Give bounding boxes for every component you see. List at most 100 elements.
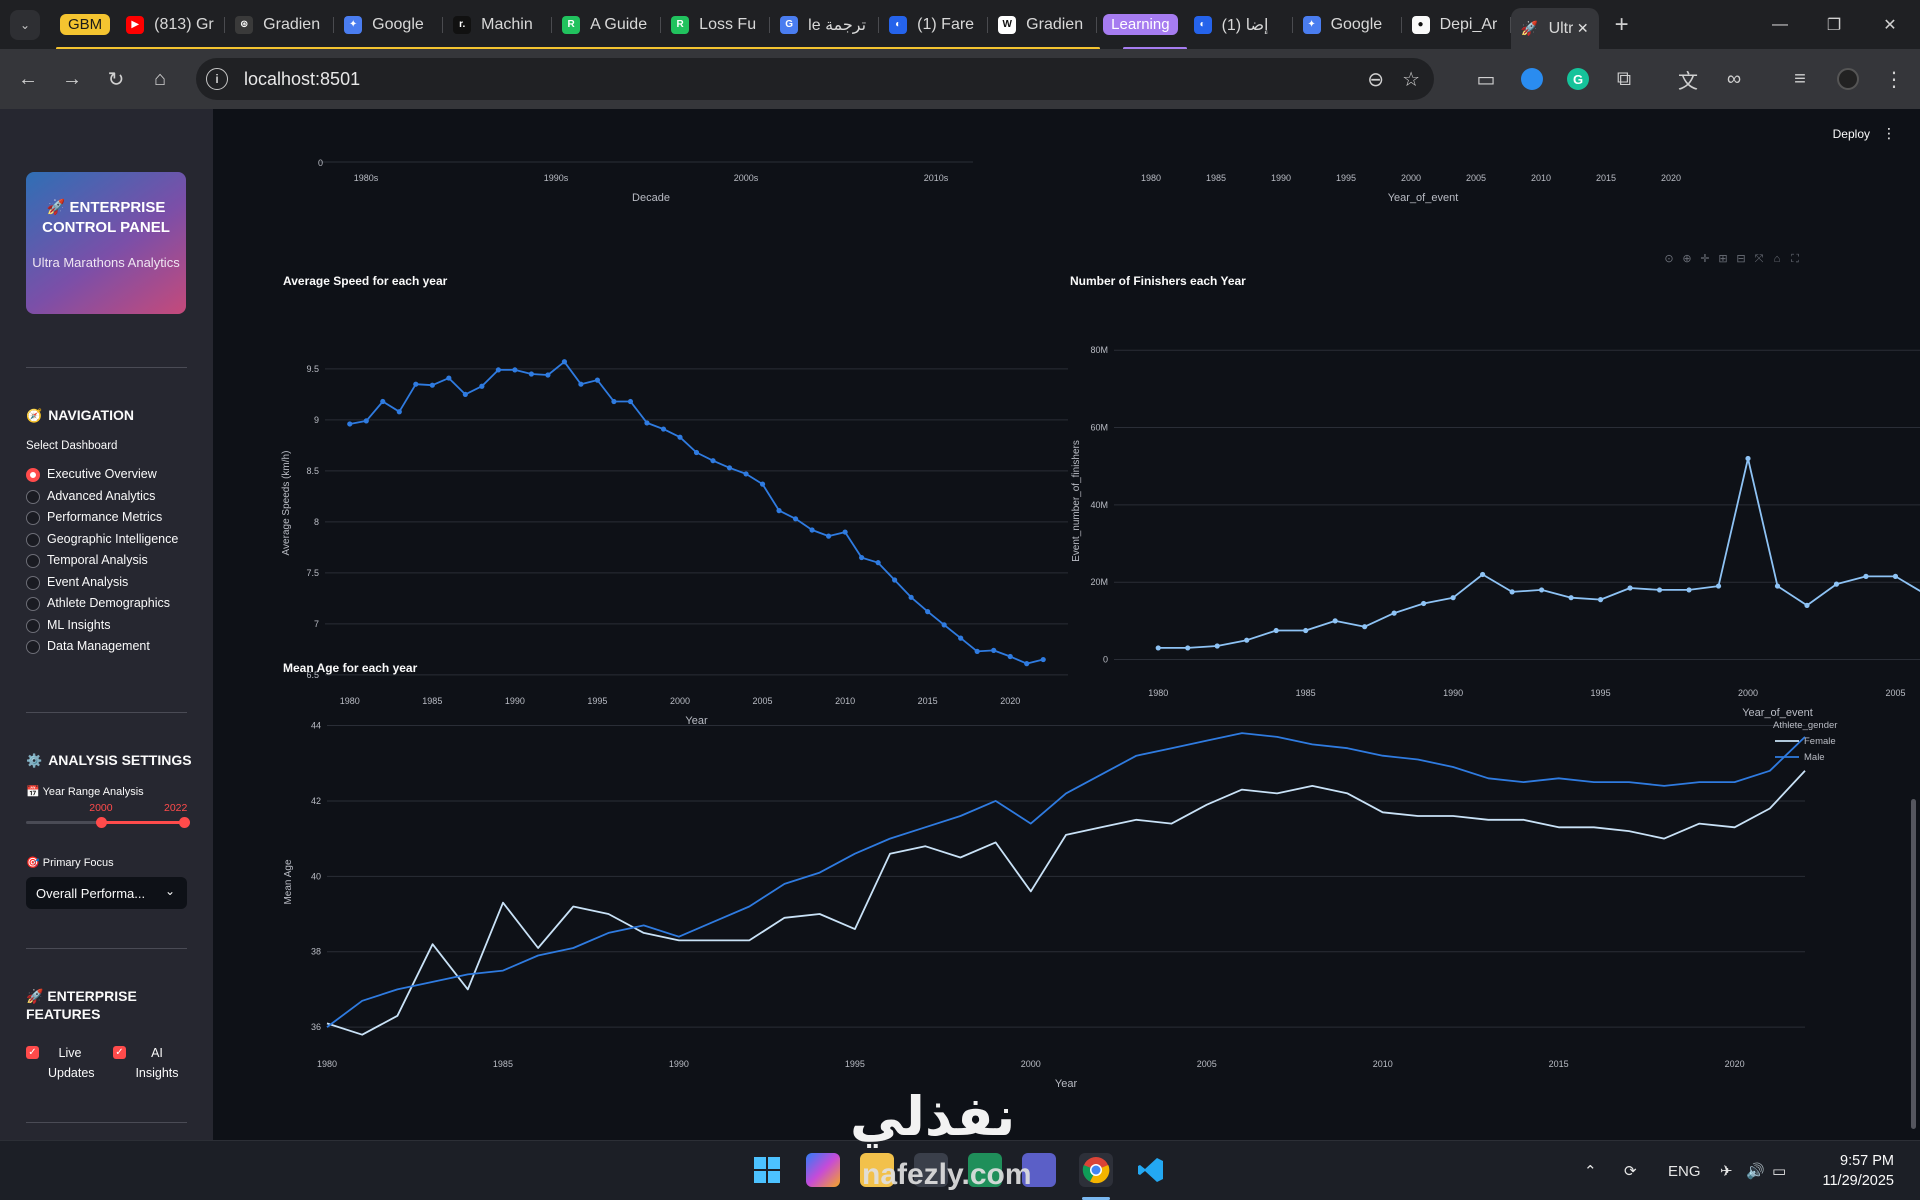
nav-radio-item[interactable]: Temporal Analysis <box>26 550 196 572</box>
copilot-icon[interactable] <box>806 1153 840 1187</box>
tray-chevron-icon[interactable]: ⌃ <box>1584 1163 1597 1180</box>
feature-checkbox-live-updates[interactable]: ✓ Live Updates <box>26 1043 95 1083</box>
url-text: localhost:8501 <box>244 68 361 89</box>
omnibox[interactable]: i localhost:8501 ⊖ ☆ <box>196 58 1434 100</box>
feature-label: AI Insights <box>135 1046 179 1080</box>
nav-radio-item[interactable]: Advanced Analytics <box>26 486 196 508</box>
favicon-icon: W <box>998 15 1017 34</box>
pip-extension-icon[interactable]: ▭ <box>1476 68 1496 91</box>
minimize-button[interactable]: — <box>1772 15 1788 33</box>
tab-group-chip[interactable]: Learning <box>1103 14 1178 35</box>
x-tick-label: 1980 <box>1141 173 1161 183</box>
tab-8[interactable]: ◐ (1) Fare <box>879 6 989 44</box>
modebar-icon: ⤧ <box>1755 253 1764 265</box>
app-icon[interactable] <box>968 1153 1002 1187</box>
store-icon[interactable] <box>914 1153 948 1187</box>
data-point <box>743 471 749 477</box>
extension-blue-icon[interactable] <box>1512 58 1552 100</box>
tab-4[interactable]: r. Machin <box>443 6 553 44</box>
radio-button-icon[interactable] <box>26 489 40 504</box>
battery-icon[interactable]: ▭ <box>1772 1163 1787 1180</box>
tab-6[interactable]: R Loss Fu <box>661 6 771 44</box>
year-range-high-thumb[interactable] <box>179 817 190 828</box>
media-control-icon[interactable]: ≡ <box>1794 67 1806 90</box>
teams-icon[interactable] <box>1022 1153 1056 1187</box>
bookmark-star-icon[interactable]: ☆ <box>1402 68 1420 91</box>
new-tab-button[interactable]: + <box>1614 10 1629 38</box>
radio-button-icon[interactable] <box>26 597 40 611</box>
tab-12[interactable]: ✦ Google <box>1293 6 1402 44</box>
data-point <box>693 449 700 456</box>
tab-11[interactable]: ◐ (1) إضا <box>1184 6 1293 44</box>
tab-9[interactable]: W Gradien <box>988 6 1098 44</box>
nav-radio-item[interactable]: Performance Metrics <box>26 507 196 529</box>
radio-button-icon[interactable] <box>26 532 40 547</box>
file-explorer-icon[interactable] <box>860 1153 894 1187</box>
link-icon[interactable]: ∞ <box>1726 67 1742 90</box>
data-point <box>512 367 518 373</box>
y-tick-label: 8.5 <box>306 466 319 476</box>
brand-subtitle: Ultra Marathons Analytics <box>32 255 180 270</box>
browser-menu-icon[interactable]: ⋮ <box>1884 68 1904 91</box>
tab-search-button[interactable]: ⌄ <box>10 9 40 40</box>
chart-title: Average Speed for each year <box>283 274 448 288</box>
data-point <box>892 577 898 583</box>
radio-button-icon[interactable] <box>26 511 40 525</box>
feature-checkbox-ai-insights[interactable]: ✓ AI Insights <box>113 1043 179 1083</box>
translate-icon[interactable]: 文 <box>1678 70 1698 93</box>
data-point <box>1863 573 1869 579</box>
data-point <box>1597 597 1604 603</box>
tab-13[interactable]: ● Depi_Ar <box>1402 6 1511 44</box>
close-tab-icon[interactable]: ✕ <box>1576 20 1589 36</box>
nav-radio-label: Advanced Analytics <box>47 488 156 503</box>
radio-button-icon[interactable] <box>26 640 40 654</box>
year-range-low-thumb[interactable] <box>96 817 108 828</box>
close-window-button[interactable]: ✕ <box>1883 16 1897 34</box>
language-indicator[interactable]: ENG <box>1668 1162 1701 1180</box>
profile-avatar[interactable] <box>1828 58 1868 100</box>
deploy-button[interactable]: Deploy <box>1832 127 1870 141</box>
radio-button-icon[interactable] <box>26 554 40 568</box>
tab-0[interactable]: GBM <box>54 6 116 44</box>
chrome-icon[interactable] <box>1079 1153 1113 1187</box>
app-menu-icon[interactable]: ⋮ <box>1882 125 1896 141</box>
system-clock[interactable]: 9:57 PM 11/29/2025 <box>1823 1151 1895 1191</box>
radio-button-icon[interactable] <box>26 468 40 482</box>
tab-2[interactable]: ⊛ Gradien <box>225 6 335 44</box>
nav-radio-item[interactable]: Geographic Intelligence <box>26 529 196 551</box>
home-button[interactable]: ⌂ <box>140 59 180 99</box>
x-axis-title: Decade <box>632 192 670 204</box>
radio-button-icon[interactable] <box>26 575 40 590</box>
site-info-icon[interactable]: i <box>206 68 228 90</box>
windows-start-icon[interactable] <box>750 1153 784 1187</box>
tab-10[interactable]: Learning <box>1097 6 1183 44</box>
nav-radio-item[interactable]: Executive Overview <box>26 464 196 486</box>
main-scrollbar[interactable] <box>1911 799 1916 1129</box>
series-line <box>1158 457 1920 649</box>
zoom-icon[interactable]: ⊖ <box>1367 68 1385 91</box>
network-icon[interactable]: ✈ <box>1720 1163 1733 1180</box>
volume-icon[interactable]: 🔊 <box>1746 1163 1765 1180</box>
radio-button-icon[interactable] <box>26 618 40 633</box>
tab-1[interactable]: ▶ (813) Gr <box>116 6 226 44</box>
nav-radio-item[interactable]: ML Insights <box>26 615 196 637</box>
primary-focus-select[interactable]: Overall Performa... ⌄ <box>26 877 187 909</box>
sync-icon[interactable]: ⟳ <box>1624 1163 1637 1180</box>
extensions-puzzle-icon[interactable]: ⧉ <box>1616 67 1632 90</box>
tab-active[interactable]: 🚀 Ultr ✕ <box>1510 8 1599 49</box>
x-tick-label: 2005 <box>753 696 773 706</box>
vscode-icon[interactable] <box>1134 1153 1168 1187</box>
tab-5[interactable]: R A Guide <box>552 6 662 44</box>
tab-3[interactable]: ✦ Google <box>334 6 444 44</box>
nav-radio-item[interactable]: Athlete Demographics <box>26 593 196 615</box>
sidebar-divider <box>26 712 187 713</box>
forward-button[interactable]: → <box>52 59 92 99</box>
restore-button[interactable]: ❐ <box>1826 16 1842 34</box>
nav-radio-item[interactable]: Data Management <box>26 636 196 658</box>
back-button[interactable]: ← <box>8 59 48 99</box>
nav-radio-item[interactable]: Event Analysis <box>26 572 196 594</box>
grammarly-icon[interactable]: G <box>1558 58 1598 100</box>
tab-group-chip[interactable]: GBM <box>60 14 111 35</box>
reload-button[interactable]: ↻ <box>96 59 136 99</box>
